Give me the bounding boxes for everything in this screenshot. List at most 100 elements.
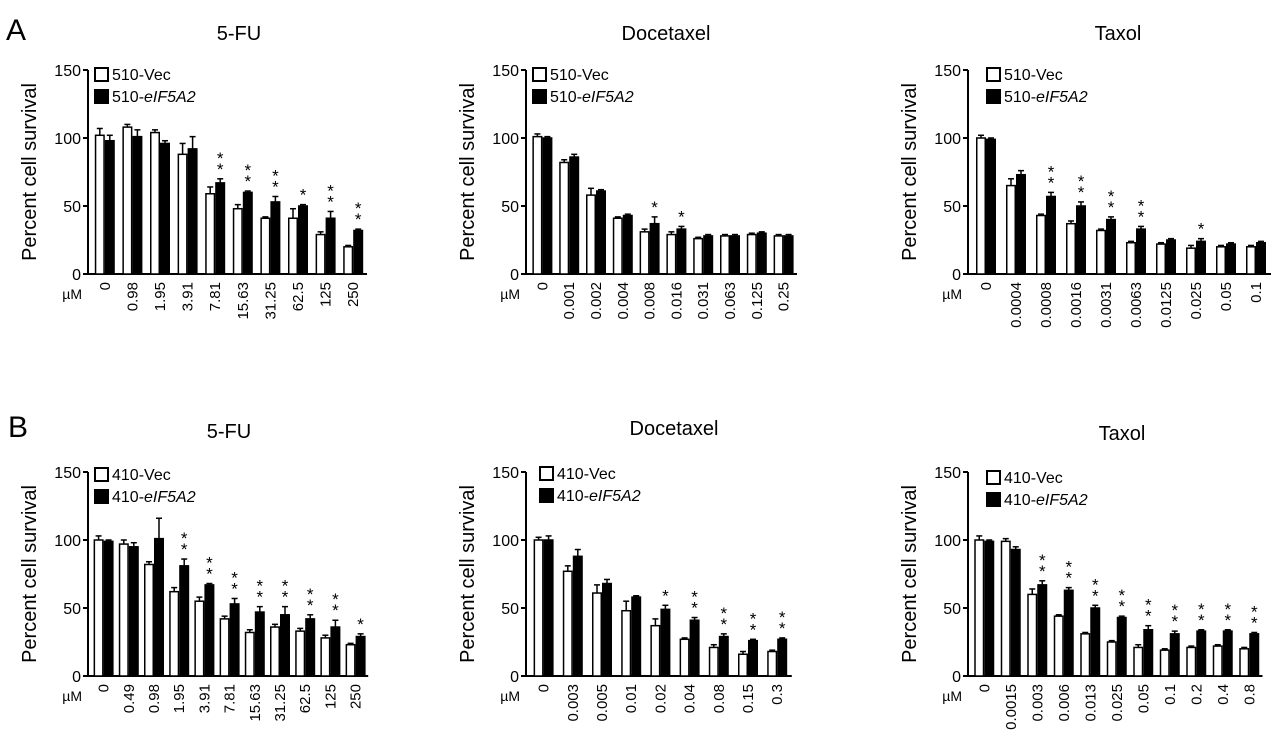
legend-label-eif5a2: 410-eIF5A2: [112, 489, 196, 506]
x-unit-label: µM: [942, 286, 962, 302]
x-tick-label: 1.95: [152, 282, 169, 311]
x-tick-label: 0.003: [565, 684, 582, 722]
significance-star: *: [307, 585, 314, 604]
bar-vec: [1080, 633, 1091, 677]
significance-star: *: [750, 620, 757, 639]
bar-vec: [1126, 241, 1136, 275]
legend-swatch-eif5a2: [986, 89, 1001, 104]
bar-eif5a2: [689, 619, 700, 677]
legend-label-vec: 510-Vec: [112, 67, 171, 84]
x-tick-label: 15.63: [247, 684, 264, 722]
x-tick-label: 0.25: [776, 282, 793, 311]
significance-star: *: [282, 588, 289, 607]
significance-star: *: [355, 199, 362, 218]
bar-vec: [122, 126, 133, 275]
bar-vec: [295, 630, 306, 677]
significance-star: *: [1224, 600, 1231, 619]
x-tick-label: 0.008: [642, 282, 659, 320]
bar-vec: [150, 131, 160, 275]
significance-star: *: [244, 161, 251, 180]
bar-vec: [1159, 649, 1170, 677]
chart-2: Taxol Percent cell survival 0 50 100 150 µM 0 0.…: [899, 23, 1271, 328]
significance-star: *: [181, 540, 188, 559]
x-tick-label: 0.0004: [1008, 282, 1025, 328]
bar-eif5a2: [783, 235, 794, 275]
x-tick-label: 0.031: [695, 282, 712, 320]
chart-3: 5-FU Percent cell survival 0 50 100 150 µM 0 0.4…: [19, 421, 369, 722]
legend-label-eif5a2: 510-eIF5A2: [112, 89, 196, 106]
significance-star: *: [720, 604, 727, 623]
significance-star: *: [272, 166, 279, 185]
bar-eif5a2: [270, 201, 281, 275]
y-axis-label: Percent cell survival: [19, 485, 41, 663]
legend-swatch-eif5a2: [94, 489, 109, 504]
x-tick-label: 0.05: [1218, 282, 1235, 311]
x-tick-label: 7.81: [207, 282, 224, 311]
x-tick-label: 0.004: [615, 282, 632, 320]
legend-swatch-eif5a2: [539, 488, 554, 503]
bar-vec: [679, 638, 690, 677]
bar-eif5a2: [748, 639, 758, 677]
bar-eif5a2: [622, 214, 633, 275]
bar-eif5a2: [1076, 205, 1086, 275]
significance-star: *: [244, 172, 251, 191]
significance-star: *: [231, 579, 238, 598]
significance-star: *: [355, 210, 362, 229]
bar-eif5a2: [1249, 633, 1260, 677]
bar-vec: [1106, 641, 1117, 677]
chart-title: 5-FU: [217, 23, 261, 45]
bar-vec: [343, 246, 354, 275]
significance-star: *: [217, 149, 224, 168]
legend-label-vec: 410-Vec: [1004, 470, 1063, 487]
bar-eif5a2: [718, 635, 729, 677]
x-tick-label: 0.013: [1082, 684, 1099, 722]
bar-vec: [746, 233, 757, 275]
bar-vec: [94, 134, 105, 275]
y-tick-label: 150: [492, 465, 519, 482]
bar-vec: [738, 653, 748, 677]
chart-1: Docetaxel Percent cell survival 0 50 100 150 µ…: [457, 23, 797, 320]
bar-vec: [177, 153, 188, 275]
bar-vec: [169, 590, 180, 677]
bar-vec: [260, 217, 271, 275]
y-tick-label: 0: [952, 669, 961, 686]
bar-eif5a2: [215, 182, 226, 275]
bar-eif5a2: [986, 138, 996, 275]
bar-vec: [1239, 648, 1250, 677]
significance-star: *: [272, 177, 279, 196]
x-tick-label: 0.15: [740, 684, 757, 713]
y-tick-label: 100: [934, 131, 961, 148]
chart-title: Taxol: [1099, 423, 1146, 445]
bar-eif5a2: [229, 603, 240, 677]
x-tick-label: 0: [96, 684, 113, 692]
bar-vec: [974, 539, 985, 677]
significance-star: *: [357, 615, 364, 634]
x-tick-label: 0.0125: [1158, 282, 1175, 328]
significance-star: *: [1078, 183, 1085, 202]
bar-vec: [118, 543, 129, 677]
bar-eif5a2: [1037, 584, 1048, 677]
bar-vec: [650, 624, 661, 677]
x-tick-label: 0.02: [652, 684, 669, 713]
y-tick-label: 100: [54, 533, 81, 550]
x-tick-label: 0.98: [124, 282, 141, 311]
y-axis-label: Percent cell survival: [457, 83, 479, 261]
bar-eif5a2: [160, 142, 170, 275]
bar-vec: [976, 137, 986, 275]
bar-eif5a2: [353, 229, 364, 275]
y-tick-label: 150: [934, 465, 961, 482]
bar-eif5a2: [242, 191, 253, 275]
significance-star: *: [327, 192, 334, 211]
y-tick-label: 50: [63, 601, 81, 618]
bar-vec: [720, 235, 730, 275]
significance-star: *: [651, 198, 658, 217]
x-tick-label: 0.025: [1109, 684, 1126, 722]
significance-star: *: [1171, 601, 1178, 620]
bar-vec: [1006, 184, 1016, 275]
x-tick-label: 250: [345, 282, 362, 307]
bar-eif5a2: [1226, 243, 1236, 275]
x-tick-label: 7.81: [222, 684, 239, 713]
x-tick-label: 0.002: [588, 282, 605, 320]
x-tick-label: 0.08: [711, 684, 728, 713]
x-tick-label: 0.49: [121, 684, 138, 713]
